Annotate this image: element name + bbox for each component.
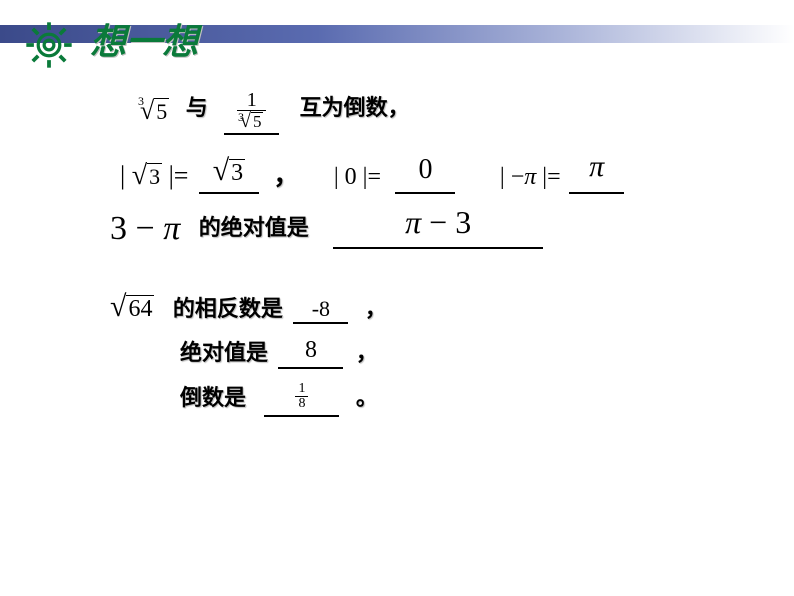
slide-title: 想一想 <box>90 13 198 65</box>
text-reciprocal: 互为倒数， <box>300 95 410 120</box>
line3: 3 − π 的绝对值是 π − 3 <box>110 210 543 249</box>
abs-sqrt3-lhs: | √3 |= <box>120 161 188 190</box>
line4: √64 的相反数是 -8 ， <box>110 290 387 324</box>
blank-abs-3minuspi: π − 3 <box>333 210 543 249</box>
abs-negpi-lhs: | −π |= <box>500 164 561 190</box>
blank-reciprocal-2: 1 8 <box>264 386 339 417</box>
blank-abs-0: 0 <box>395 160 455 194</box>
root-index: 3 <box>138 94 144 109</box>
blank-abs-negpi: π <box>569 158 624 194</box>
abs-0-lhs: | 0 |= <box>334 164 381 190</box>
frac-den: 3 √5 <box>237 111 266 131</box>
blank-absval: 8 <box>278 340 343 369</box>
expr-3-minus-pi: 3 − π <box>110 210 180 247</box>
text-yu: 与 <box>186 95 208 120</box>
cube-root-5: 3 √5 <box>140 96 169 126</box>
frac-num: 1 <box>237 90 266 111</box>
comma-1: ， <box>273 160 299 190</box>
frac-1-8: 1 8 <box>295 382 308 411</box>
text-absval-is: 的绝对值是 <box>199 215 309 240</box>
blank-abs-sqrt3: √3 <box>199 158 259 194</box>
lightbulb-gear-icon <box>22 18 76 72</box>
line1: 3 √5 与 1 3 √5 互为倒数， <box>140 90 410 135</box>
frac-1-over-cbrt5: 1 3 √5 <box>237 90 266 131</box>
blank-opposite: -8 <box>293 296 348 324</box>
blank-reciprocal: 1 3 √5 <box>224 90 279 135</box>
text-reciprocal-is: 倒数是 <box>180 385 246 410</box>
comma-2: ， <box>365 296 387 321</box>
comma-3: ， <box>356 340 378 365</box>
period: 。 <box>356 385 378 410</box>
line5: 绝对值是 8 ， <box>180 335 378 369</box>
text-opposite-is: 的相反数是 <box>173 296 283 321</box>
text-absval-is-2: 绝对值是 <box>180 340 268 365</box>
sqrt-64: √64 <box>110 290 154 324</box>
radicand: 5 <box>154 98 169 125</box>
line6: 倒数是 1 8 。 <box>180 380 378 417</box>
line2: | √3 |= √3 ， | 0 |= 0 | −π |= π <box>120 155 624 194</box>
